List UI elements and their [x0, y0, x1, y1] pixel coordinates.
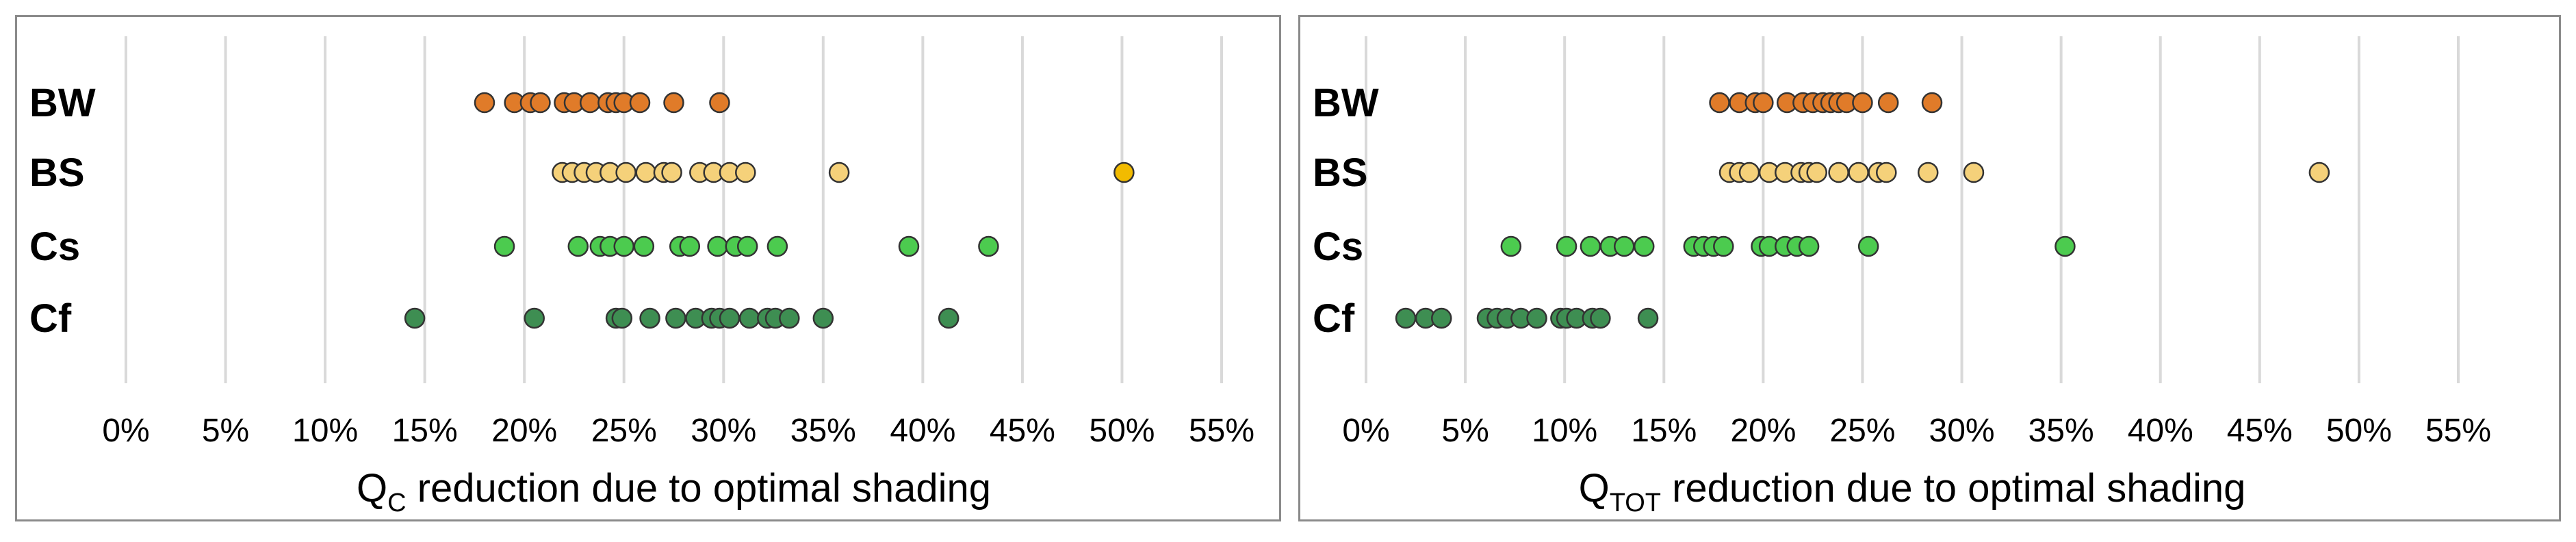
data-point-cf	[1637, 307, 1659, 329]
category-label-bs: BS	[29, 151, 85, 195]
x-tick-label: 15%	[392, 413, 458, 449]
category-label-bw: BW	[29, 81, 96, 125]
data-point-cf	[1526, 307, 1547, 329]
category-label-cf: Cf	[29, 296, 72, 341]
data-point-cf	[738, 307, 760, 329]
x-tick-label: 35%	[2028, 413, 2094, 449]
data-point-bw	[1877, 92, 1899, 114]
data-point-bs	[661, 162, 682, 183]
chart-qtot-svg: 0% 5% 10% 15% 20% 25% 30% 35% 40% 45% 50% 55% BW BS Cs…	[1313, 36, 2491, 517]
x-tick-label: 10%	[292, 413, 358, 449]
chart-panel-qc: 0% 5% 10% 15% 20% 25% 30% 35% 40% 45% 50% 55% BW BS Cs…	[15, 15, 1281, 521]
x-tick-label: 25%	[1829, 413, 1895, 449]
data-point-bw	[1852, 92, 1873, 114]
data-point-bw	[579, 92, 601, 114]
data-point-cf	[639, 307, 660, 329]
category-label-cs: Cs	[1313, 224, 1363, 269]
x-tick-label: 50%	[1089, 413, 1155, 449]
data-point-bs	[1806, 162, 1827, 183]
data-point-cf	[611, 307, 633, 329]
data-point-bs	[615, 162, 636, 183]
data-point-bs	[1917, 162, 1939, 183]
data-point-bs	[1876, 162, 1897, 183]
data-point-cf	[1590, 307, 1611, 329]
data-point-bw	[530, 92, 551, 114]
x-tick-label: 35%	[790, 413, 856, 449]
chart-qc-svg: 0% 5% 10% 15% 20% 25% 30% 35% 40% 45% 50% 55% BW BS Cs…	[29, 36, 1254, 517]
chart-panel-qtot: 0% 5% 10% 15% 20% 25% 30% 35% 40% 45% 50% 55% BW BS Cs…	[1298, 15, 2561, 521]
x-tick-label: 20%	[491, 413, 557, 449]
data-point-cs	[978, 235, 999, 257]
x-tick-label: 20%	[1730, 413, 1796, 449]
data-point-bs	[635, 162, 656, 183]
data-point-bw	[1921, 92, 1943, 114]
data-point-cs	[1857, 235, 1879, 257]
x-tick-label: 5%	[1441, 413, 1489, 449]
data-point-cs	[1613, 235, 1635, 257]
data-point-cf	[1431, 307, 1452, 329]
data-point-bw	[709, 92, 730, 114]
data-point-cs	[567, 235, 589, 257]
data-point-cf	[812, 307, 834, 329]
data-point-cf	[665, 307, 686, 329]
category-label-cf: Cf	[1313, 296, 1355, 341]
data-point-cf	[719, 307, 740, 329]
x-tick-label: 25%	[591, 413, 657, 449]
x-tick-label: 55%	[1189, 413, 1254, 449]
data-point-cs	[1713, 235, 1734, 257]
x-tick-label: 45%	[990, 413, 1055, 449]
data-point-bs	[735, 162, 756, 183]
x-tick-label: 0%	[102, 413, 149, 449]
data-point-bw	[1753, 92, 1774, 114]
data-point-cf	[1395, 307, 1417, 329]
data-point-cs	[1580, 235, 1601, 257]
x-tick-label: 30%	[691, 413, 756, 449]
data-point-bs	[1848, 162, 1869, 183]
data-point-cs	[736, 235, 758, 257]
data-point-bw	[663, 92, 684, 114]
data-point-bs	[1828, 162, 1849, 183]
x-axis-label: QC reduction due to optimal shading	[357, 466, 991, 517]
data-point-bs-highlight	[1113, 162, 1135, 183]
category-label-bw: BW	[1313, 81, 1379, 125]
data-point-bw	[474, 92, 495, 114]
data-point-cf	[524, 307, 545, 329]
x-tick-label: 55%	[2425, 413, 2491, 449]
x-axis-label: QTOT reduction due to optimal shading	[1579, 466, 2246, 517]
x-tick-label: 15%	[1631, 413, 1697, 449]
x-tick-label: 10%	[1532, 413, 1597, 449]
data-point-bw	[629, 92, 651, 114]
data-point-cs	[1556, 235, 1577, 257]
data-point-cs	[2055, 235, 2076, 257]
data-point-bs	[1963, 162, 1985, 183]
data-point-cs	[707, 235, 728, 257]
data-point-cs	[898, 235, 920, 257]
data-point-bs	[1738, 162, 1760, 183]
x-tick-label: 45%	[2227, 413, 2293, 449]
data-point-cs	[1798, 235, 1820, 257]
data-point-cs	[767, 235, 788, 257]
data-point-cs	[1500, 235, 1522, 257]
data-point-cf	[404, 307, 426, 329]
data-point-cs	[1634, 235, 1655, 257]
x-tick-label: 40%	[2128, 413, 2193, 449]
x-tick-label: 50%	[2326, 413, 2392, 449]
data-point-cs	[493, 235, 515, 257]
x-tick-label: 30%	[1929, 413, 1995, 449]
data-point-cs	[679, 235, 701, 257]
data-point-cf	[779, 307, 800, 329]
data-point-cs	[633, 235, 655, 257]
data-point-cs	[613, 235, 634, 257]
data-point-cf	[938, 307, 959, 329]
data-point-bs	[2308, 162, 2330, 183]
x-tick-label: 40%	[890, 413, 955, 449]
category-label-cs: Cs	[29, 224, 80, 269]
x-tick-label: 0%	[1342, 413, 1389, 449]
x-tick-label: 5%	[202, 413, 249, 449]
data-point-bs	[828, 162, 850, 183]
data-point-bw	[1709, 92, 1730, 114]
category-label-bs: BS	[1313, 151, 1368, 195]
